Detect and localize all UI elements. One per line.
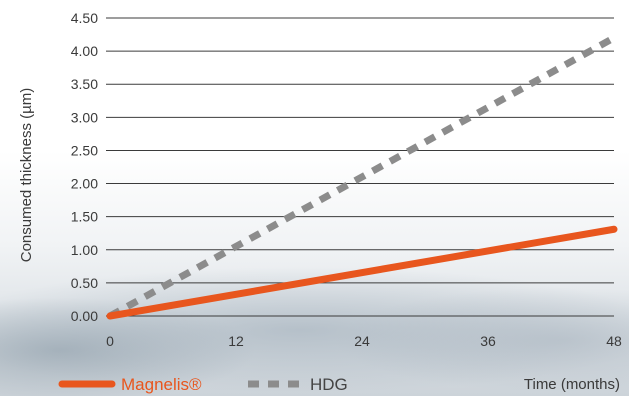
x-axis-label: Time (months) — [524, 376, 620, 393]
y-tick-label: 4.50 — [71, 10, 98, 26]
x-tick-label: 0 — [106, 333, 114, 349]
y-tick-label: 0.50 — [71, 275, 98, 291]
legend-label-hdg: HDG — [310, 375, 348, 394]
x-tick-label: 36 — [480, 333, 496, 349]
y-tick-label: 2.50 — [71, 142, 98, 158]
x-tick-label: 48 — [606, 333, 622, 349]
x-tick-label: 12 — [228, 333, 244, 349]
grid-lines — [106, 17, 614, 317]
series-lines — [106, 34, 618, 320]
y-axis-label: Consumed thickness (µm) — [18, 88, 35, 263]
y-tick-label: 0.00 — [71, 308, 98, 324]
y-tick-label: 4.00 — [71, 43, 98, 59]
x-tick-label: 24 — [354, 333, 370, 349]
x-tick-labels: 0 12 24 36 48 — [106, 333, 622, 349]
legend: Magnelis® HDG — [58, 375, 348, 394]
legend-label-magnelis: Magnelis® — [121, 375, 202, 394]
series-line-magnelis — [106, 225, 618, 320]
y-tick-label: 1.00 — [71, 242, 98, 258]
y-tick-labels: 0.00 0.50 1.00 1.50 2.00 2.50 3.00 3.50 4.00 4.50 — [71, 10, 98, 324]
y-tick-label: 3.00 — [71, 109, 98, 125]
y-tick-label: 2.00 — [71, 176, 98, 192]
series-line-hdg — [108, 34, 616, 320]
y-tick-label: 3.50 — [71, 76, 98, 92]
y-tick-label: 1.50 — [71, 209, 98, 225]
